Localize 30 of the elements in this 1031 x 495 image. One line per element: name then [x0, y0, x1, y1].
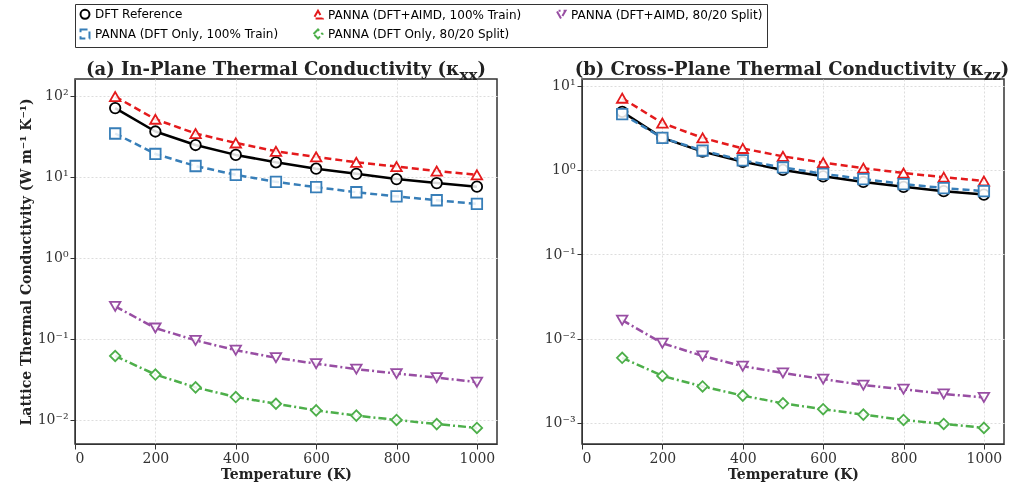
x-tick-label: 400 — [729, 449, 757, 466]
x-tick-label: 0 — [582, 449, 592, 466]
legend-label: DFT Reference — [95, 7, 183, 22]
y-tick-label: 10⁻¹ — [544, 245, 576, 262]
x-tick-label: 1000 — [459, 449, 496, 466]
y-tick-label: 10¹ — [552, 77, 576, 94]
x-tick-label: 200 — [142, 449, 170, 466]
y-axis-title: Lattice Thermal Conductivity (W m⁻¹ K⁻¹) — [17, 98, 34, 426]
y-tick-label: 10⁻¹ — [37, 330, 69, 347]
x-tick-label: 600 — [303, 449, 331, 466]
x-tick-label: 600 — [810, 449, 838, 466]
y-tick-label: 10¹ — [45, 168, 69, 185]
legend-label: PANNA (DFT+AIMD, 80/20 Split) — [571, 7, 763, 22]
x-tick-label: 400 — [222, 449, 250, 466]
x-tick-label: 800 — [383, 449, 411, 466]
y-tick-label: 10² — [45, 87, 69, 104]
x-axis-title: Temperature (K) — [221, 465, 352, 482]
y-tick-label: 10⁰ — [45, 249, 69, 266]
y-tick-label: 10⁻² — [544, 330, 576, 346]
x-tick-label: 800 — [890, 449, 918, 466]
legend-label: PANNA (DFT Only, 80/20 Split) — [328, 27, 510, 41]
x-axis-title: Temperature (K) — [728, 465, 859, 482]
x-tick-label: 200 — [649, 449, 677, 466]
legend-label: PANNA (DFT+AIMD, 100% Train) — [328, 7, 522, 22]
y-tick-label: 10⁰ — [552, 161, 576, 178]
x-tick-label: 0 — [75, 449, 85, 466]
legend-label: PANNA (DFT Only, 100% Train) — [95, 27, 279, 41]
y-tick-label: 10⁻² — [37, 411, 69, 428]
y-tick-label: 10⁻³ — [544, 414, 576, 431]
x-tick-label: 1000 — [966, 449, 1003, 466]
